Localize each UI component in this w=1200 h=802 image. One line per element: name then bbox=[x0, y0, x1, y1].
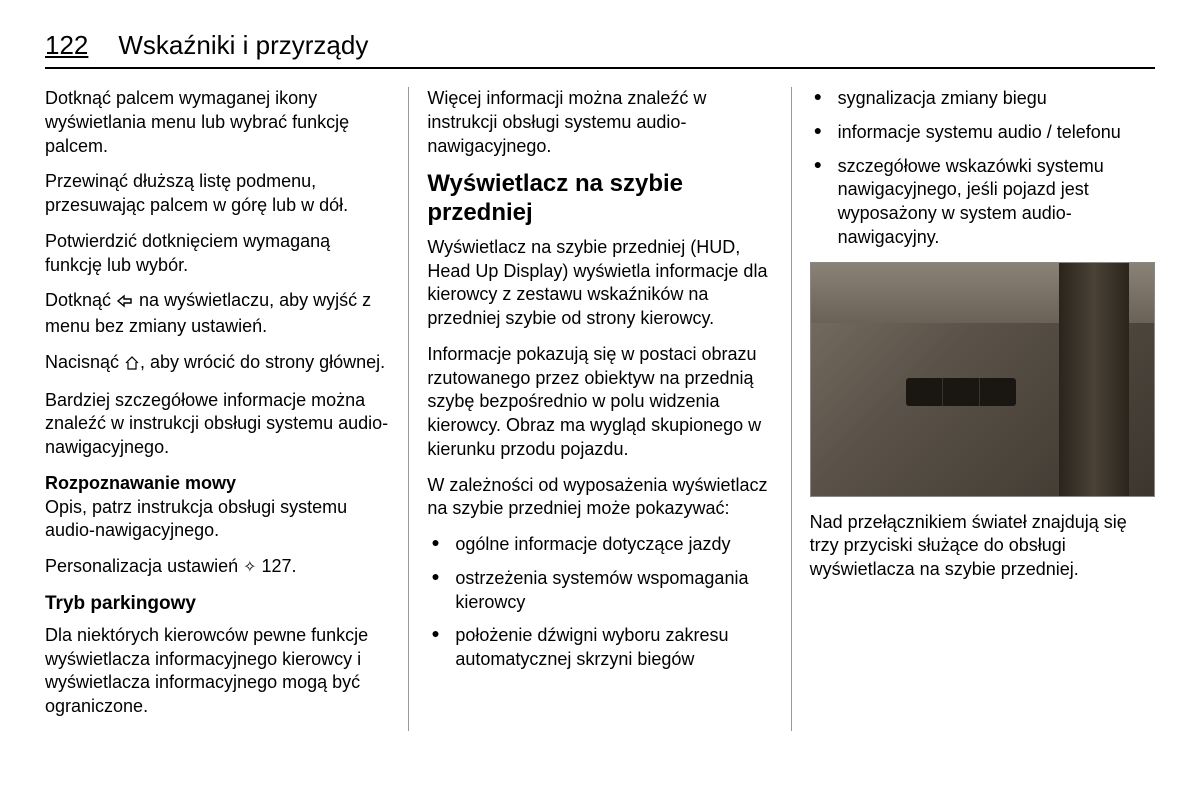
list-item: ostrzeżenia systemów wspomagania kierowc… bbox=[427, 567, 772, 615]
paragraph: Nad przełącznikiem świateł znajdują się … bbox=[810, 511, 1155, 582]
column-3: sygnalizacja zmiany biegu informacje sys… bbox=[791, 87, 1155, 731]
paragraph: Potwierdzić dotknięciem wymaganą funkcję… bbox=[45, 230, 390, 278]
paragraph: Bardziej szczegółowe informacje można zn… bbox=[45, 389, 390, 460]
subheading: Rozpoznawanie mowy Opis, patrz instrukcj… bbox=[45, 472, 390, 543]
paragraph: Informacje pokazują się w postaci obrazu… bbox=[427, 343, 772, 462]
section-heading: Wyświetlacz na szybie przedniej bbox=[427, 170, 772, 228]
hud-controls-photo bbox=[810, 262, 1155, 497]
paragraph: Dotknąć na wyświetlaczu, aby wyjść z men… bbox=[45, 289, 390, 339]
page-number: 122 bbox=[45, 30, 88, 61]
paragraph: Dotknąć palcem wymaganej ikony wyświetla… bbox=[45, 87, 390, 158]
column-1: Dotknąć palcem wymaganej ikony wyświetla… bbox=[45, 87, 408, 731]
reference-icon: ✧ bbox=[243, 559, 256, 576]
subheading: Tryb parkingowy bbox=[45, 591, 390, 616]
paragraph: Przewinąć dłuższą listę podmenu, przesuw… bbox=[45, 170, 390, 218]
home-icon bbox=[124, 353, 140, 377]
paragraph: Personalizacja ustawień ✧ 127. bbox=[45, 555, 390, 579]
paragraph: Więcej informacji można znaleźć w instru… bbox=[427, 87, 772, 158]
paragraph: Wyświetlacz na szybie przedniej (HUD, He… bbox=[427, 236, 772, 331]
page: 122 Wskaźniki i przyrządy Dotknąć palcem… bbox=[0, 0, 1200, 761]
bullet-list: ogólne informacje dotyczące jazdy ostrze… bbox=[427, 533, 772, 672]
list-item: informacje systemu audio / telefonu bbox=[810, 121, 1155, 145]
paragraph: Dla niektórych kierowców pewne funkcje w… bbox=[45, 624, 390, 719]
content-columns: Dotknąć palcem wymaganej ikony wyświetla… bbox=[45, 87, 1155, 731]
page-header: 122 Wskaźniki i przyrządy bbox=[45, 30, 1155, 69]
list-item: szczegółowe wskazówki systemu nawigacyjn… bbox=[810, 155, 1155, 250]
paragraph: W zależności od wyposażenia wyświetlacz … bbox=[427, 474, 772, 522]
list-item: położenie dźwigni wyboru zakresu automat… bbox=[427, 624, 772, 672]
paragraph: Nacisnąć , aby wrócić do strony głównej. bbox=[45, 351, 390, 377]
back-icon bbox=[116, 291, 134, 315]
bullet-list: sygnalizacja zmiany biegu informacje sys… bbox=[810, 87, 1155, 250]
list-item: ogólne informacje dotyczące jazdy bbox=[427, 533, 772, 557]
chapter-title: Wskaźniki i przyrządy bbox=[118, 30, 368, 61]
column-2: Więcej informacji można znaleźć w instru… bbox=[408, 87, 790, 731]
list-item: sygnalizacja zmiany biegu bbox=[810, 87, 1155, 111]
